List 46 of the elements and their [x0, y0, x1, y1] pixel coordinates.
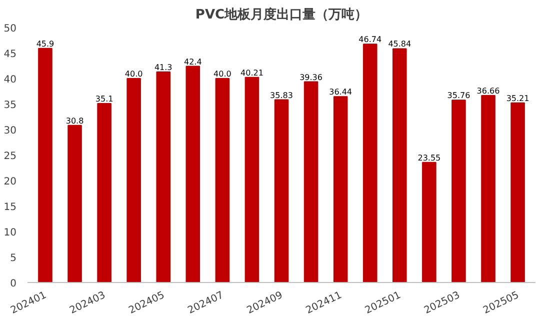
data-label: 40.21 — [240, 68, 264, 78]
bar — [97, 102, 112, 282]
bar — [362, 44, 378, 282]
data-label: 42.4 — [184, 57, 202, 66]
data-label: 45.84 — [388, 40, 412, 49]
bar — [481, 95, 496, 282]
y-tick-label: 0 — [10, 278, 17, 290]
data-label: 35.83 — [270, 90, 293, 100]
bar — [186, 66, 200, 282]
data-label: 39.36 — [300, 72, 322, 82]
y-tick-label: 20 — [4, 176, 17, 188]
bar — [510, 102, 525, 282]
data-label: 35.21 — [506, 94, 530, 103]
bar — [392, 48, 407, 282]
y-tick-label: 30 — [4, 126, 17, 136]
y-tick-label: 35 — [4, 100, 17, 111]
bar — [126, 78, 141, 282]
data-label: 23.55 — [418, 153, 441, 162]
bar — [452, 100, 466, 282]
bar — [274, 99, 289, 282]
y-tick-label: 10 — [4, 228, 17, 238]
bar — [244, 76, 260, 282]
bar — [333, 96, 348, 282]
y-tick-label: 50 — [4, 24, 17, 34]
y-tick-label: 40 — [4, 74, 17, 86]
bar — [156, 71, 171, 282]
data-label: 30.8 — [66, 116, 84, 126]
bar — [68, 124, 82, 282]
y-tick-label: 15 — [4, 202, 17, 213]
y-tick-label: 25 — [4, 151, 17, 162]
data-label: 36.44 — [329, 88, 352, 97]
bar — [304, 81, 318, 282]
data-label: 40.0 — [214, 70, 232, 78]
data-label: 35.76 — [447, 91, 470, 100]
data-label: 35.1 — [95, 94, 114, 104]
data-label: 36.66 — [476, 86, 500, 96]
data-label: 40.0 — [124, 70, 143, 78]
bar — [422, 162, 436, 282]
bar — [215, 78, 230, 282]
data-label: 46.74 — [358, 35, 382, 44]
y-tick-label: 5 — [10, 253, 17, 264]
chart-title: PVC地板月度出口量（万吨） — [195, 6, 368, 22]
y-tick-label: 45 — [4, 49, 17, 60]
data-label: 45.9 — [36, 39, 54, 48]
data-label: 41.3 — [154, 62, 172, 72]
bar — [38, 48, 52, 282]
